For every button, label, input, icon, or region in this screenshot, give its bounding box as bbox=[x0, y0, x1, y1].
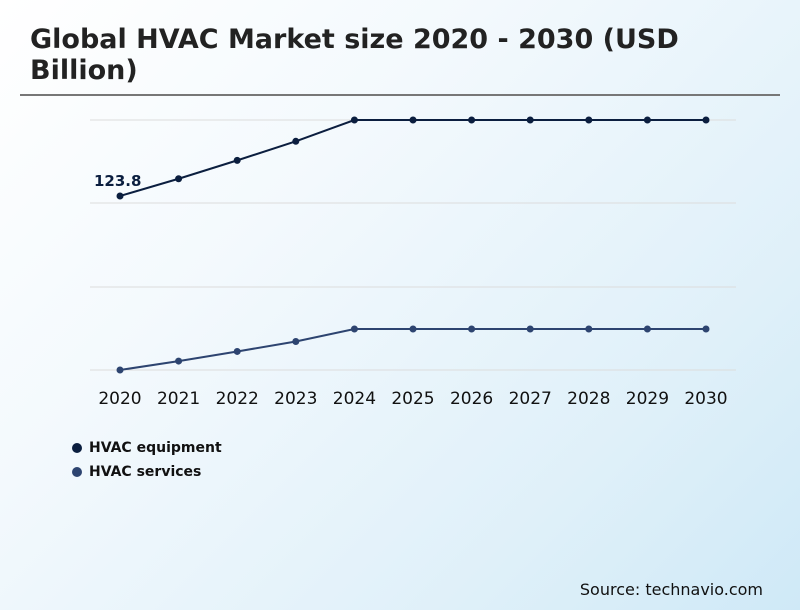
x-tick-label: 2027 bbox=[509, 389, 552, 409]
data-label: 123.8 bbox=[94, 172, 141, 190]
data-point bbox=[116, 366, 124, 374]
data-point bbox=[233, 156, 241, 164]
data-point bbox=[585, 325, 593, 333]
data-point bbox=[468, 116, 476, 124]
data-point bbox=[292, 137, 300, 145]
line-chart: 123.8 2020 2021 2022 2023 2024 2025 2026 2027 20… bbox=[90, 116, 736, 409]
data-point bbox=[175, 357, 183, 365]
x-tick-label: 2024 bbox=[333, 389, 376, 409]
data-point bbox=[702, 116, 710, 124]
data-point bbox=[526, 116, 534, 124]
data-point bbox=[116, 192, 124, 200]
x-tick-label: 2020 bbox=[98, 389, 141, 409]
x-tick-label: 2023 bbox=[274, 389, 317, 409]
x-tick-label: 2030 bbox=[684, 389, 727, 409]
data-point bbox=[702, 325, 710, 333]
legend-label-services: HVAC services bbox=[89, 464, 202, 480]
data-point bbox=[409, 116, 417, 124]
legend-marker-equipment bbox=[72, 443, 82, 453]
data-point bbox=[643, 325, 651, 333]
x-tick-label: 2028 bbox=[567, 389, 610, 409]
data-point bbox=[233, 347, 241, 355]
x-tick-label: 2025 bbox=[391, 389, 434, 409]
data-point bbox=[526, 325, 534, 333]
chart-title: Global HVAC Market size 2020 - 2030 (USD… bbox=[30, 24, 679, 86]
x-tick-label: 2029 bbox=[626, 389, 669, 409]
legend: HVAC equipment HVAC services bbox=[72, 436, 222, 484]
data-point bbox=[468, 325, 476, 333]
x-tick-label: 2021 bbox=[157, 389, 200, 409]
series-line bbox=[119, 328, 706, 371]
data-point bbox=[585, 116, 593, 124]
x-tick-label: 2022 bbox=[216, 389, 259, 409]
legend-marker-services bbox=[72, 467, 82, 477]
data-point bbox=[175, 175, 183, 183]
data-point bbox=[292, 337, 300, 345]
data-point bbox=[643, 116, 651, 124]
legend-label-equipment: HVAC equipment bbox=[89, 440, 222, 456]
source-note: Source: technavio.com bbox=[579, 580, 763, 599]
x-tick-label: 2026 bbox=[450, 389, 493, 409]
data-point bbox=[350, 325, 358, 333]
title-divider bbox=[20, 94, 780, 96]
data-point bbox=[409, 325, 417, 333]
legend-item-services: HVAC services bbox=[72, 460, 222, 484]
data-point bbox=[350, 116, 358, 124]
series-line bbox=[119, 119, 706, 197]
legend-item-equipment: HVAC equipment bbox=[72, 436, 222, 460]
